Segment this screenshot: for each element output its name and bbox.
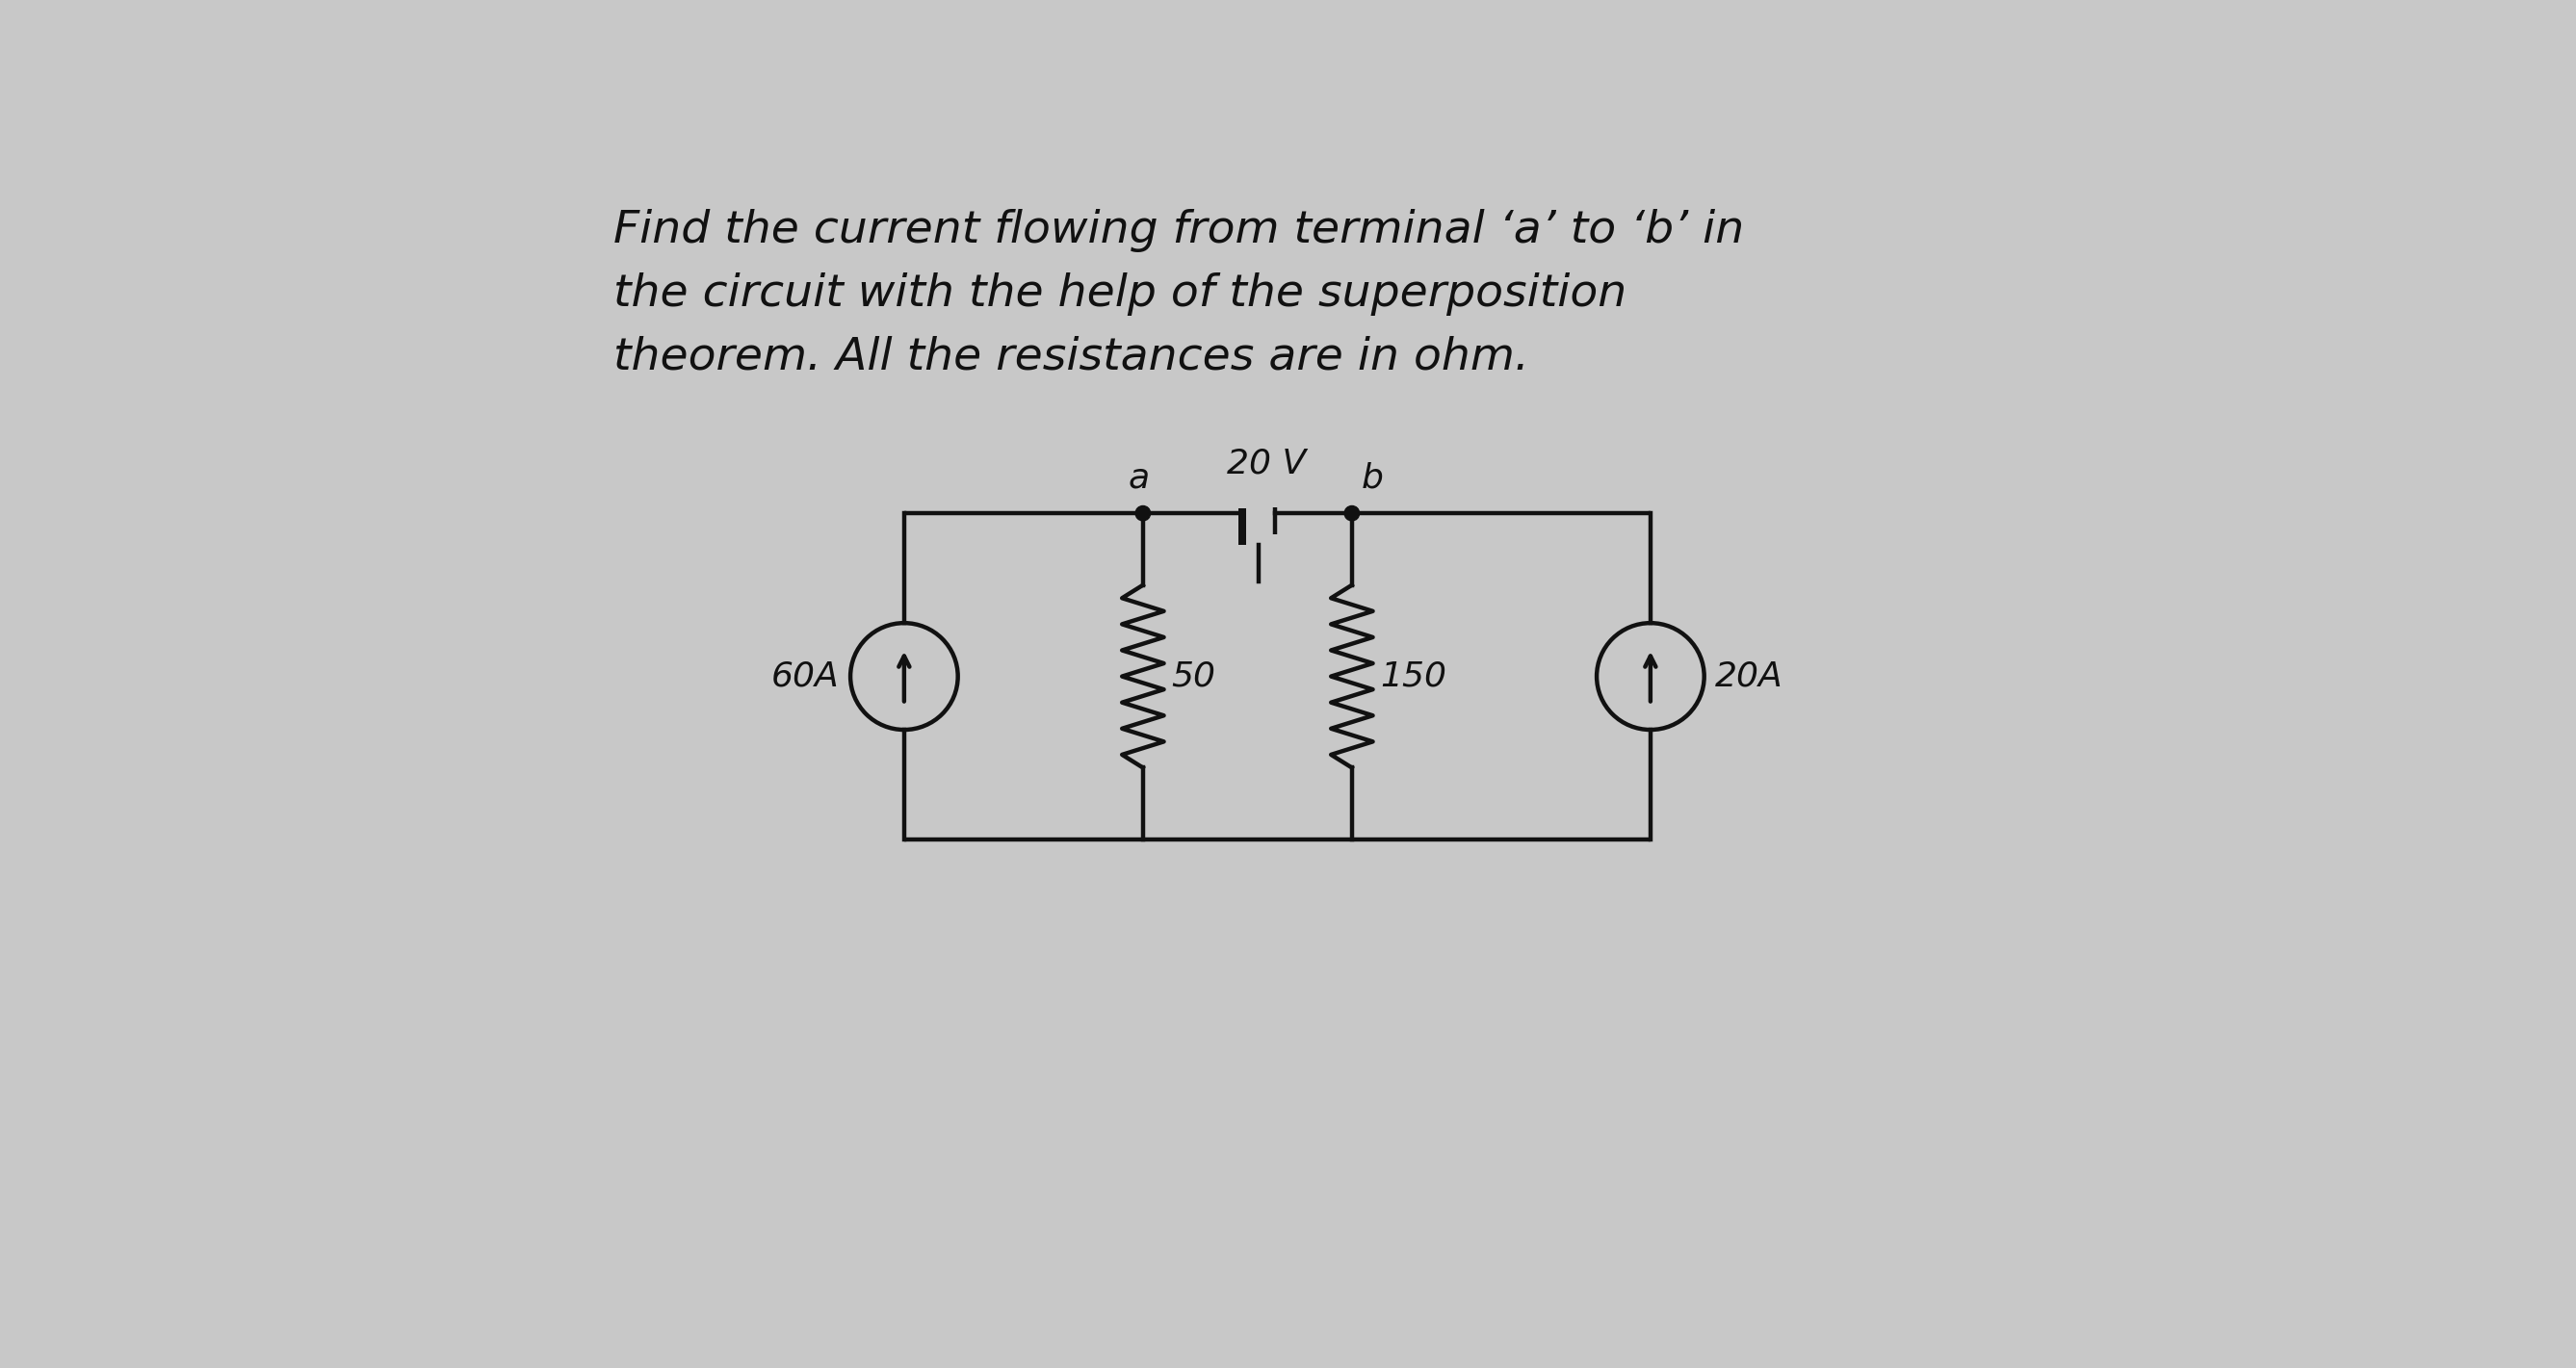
- Text: b: b: [1363, 462, 1383, 495]
- Text: theorem. All the resistances are in ohm.: theorem. All the resistances are in ohm.: [613, 335, 1528, 379]
- Circle shape: [1345, 506, 1360, 521]
- Text: 150: 150: [1381, 659, 1448, 692]
- Text: 60A: 60A: [770, 659, 840, 692]
- Circle shape: [1136, 506, 1151, 521]
- Text: 20 V: 20 V: [1226, 447, 1306, 480]
- Text: 20A: 20A: [1716, 659, 1783, 692]
- Text: 50: 50: [1172, 659, 1216, 692]
- Text: a: a: [1128, 462, 1149, 495]
- Text: the circuit with the help of the superposition: the circuit with the help of the superpo…: [613, 272, 1625, 316]
- Text: Find the current flowing from terminal ‘a’ to ‘b’ in: Find the current flowing from terminal ‘…: [613, 209, 1744, 253]
